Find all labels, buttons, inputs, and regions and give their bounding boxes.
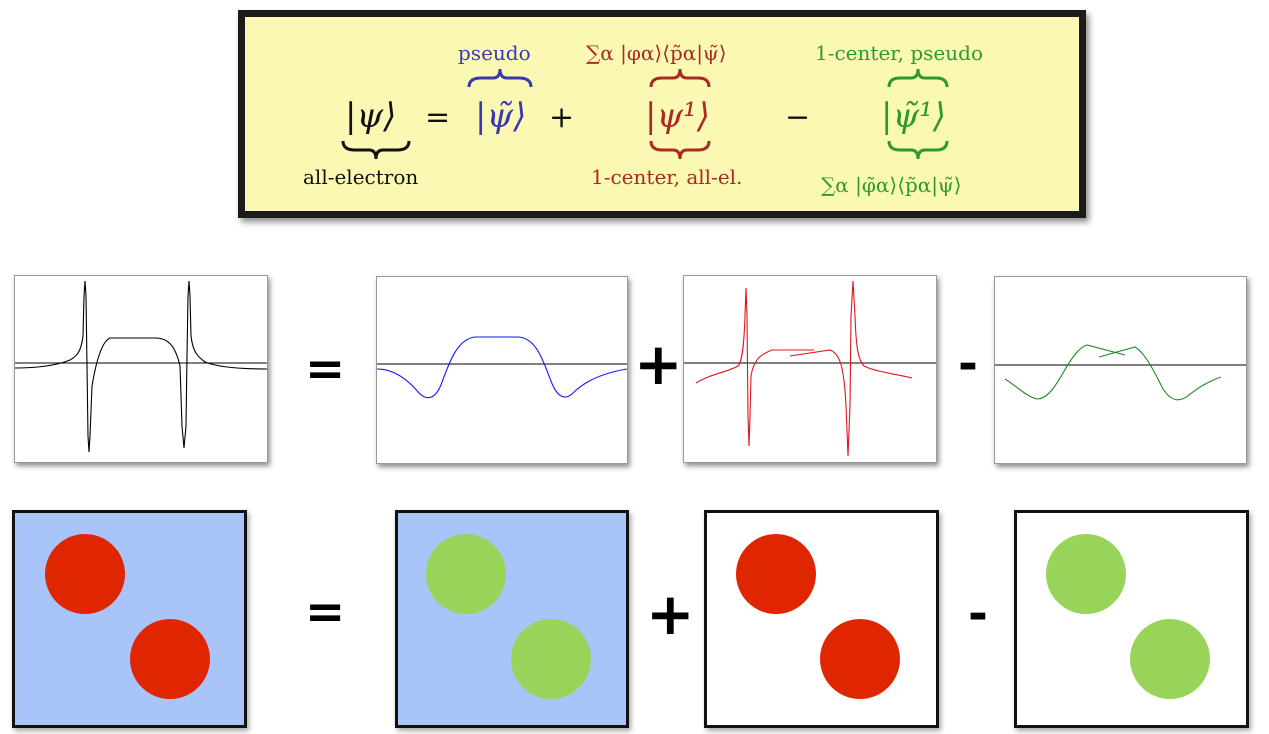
underbrace-one-center <box>649 140 711 160</box>
plot-all-electron <box>14 275 268 463</box>
label-pseudo: pseudo <box>458 41 531 65</box>
region-equals: = <box>305 584 346 640</box>
sphere-one-center-2 <box>820 619 900 699</box>
label-sum-pseudo-partial: ∑α |φ̃α⟩⟨p̃α|ψ̃⟩ <box>821 173 962 197</box>
curve-pseudo <box>377 336 627 399</box>
region-one-center-pseudo <box>1014 510 1249 728</box>
region-minus: - <box>968 586 988 642</box>
curve-one-center-pseudo-right <box>1098 346 1222 401</box>
all-electron-wavefunction: |ψ⟩ <box>345 96 397 136</box>
sphere-pseudo-1 <box>426 534 506 614</box>
region-plus: + <box>646 580 695 648</box>
one-center-wavefunction: |ψ¹⟩ <box>645 96 711 136</box>
curve-one-center-pseudo-left <box>1004 344 1126 400</box>
sphere-pseudo-2 <box>511 619 591 699</box>
sphere-all-electron-2 <box>130 619 210 699</box>
equation-minus: − <box>785 100 811 135</box>
curve-all-electron <box>15 280 267 453</box>
one-center-pseudo-wavefunction: |ψ̃¹⟩ <box>881 96 947 136</box>
sphere-one-center-pseudo-1 <box>1046 534 1126 614</box>
pseudo-wavefunction: |ψ̃⟩ <box>475 96 527 136</box>
region-all-electron <box>12 510 247 728</box>
label-all-electron: all-electron <box>303 165 419 189</box>
sphere-one-center-pseudo-2 <box>1130 619 1210 699</box>
overbrace-one-center <box>649 68 711 88</box>
equation-plus: + <box>549 100 575 135</box>
label-one-center-pseudo: 1-center, pseudo <box>815 41 983 65</box>
equation-box: |ψ⟩ all-electron = pseudo |ψ̃⟩ + ∑α |φα⟩… <box>238 10 1086 218</box>
plot-one-center <box>683 275 937 463</box>
plot-plus: + <box>634 330 683 398</box>
plot-one-center-pseudo <box>994 276 1247 464</box>
sphere-all-electron-1 <box>45 534 125 614</box>
curve-one-center-right <box>789 280 913 457</box>
overbrace-pseudo <box>467 68 533 88</box>
curve-one-center-left <box>695 287 814 447</box>
region-pseudo <box>395 510 629 728</box>
underbrace-all-electron <box>341 140 411 160</box>
overbrace-one-center-pseudo <box>887 68 949 88</box>
underbrace-one-center-pseudo <box>887 140 949 160</box>
plot-pseudo <box>376 276 628 464</box>
plot-minus: - <box>958 336 978 392</box>
label-one-center-all-el: 1-center, all-el. <box>591 165 743 189</box>
plot-equals: = <box>305 341 346 397</box>
region-one-center <box>704 510 939 728</box>
label-sum-all-electron-partial: ∑α |φα⟩⟨p̃α|ψ̃⟩ <box>586 41 727 65</box>
equation-equals: = <box>425 100 451 135</box>
sphere-one-center-1 <box>736 534 816 614</box>
